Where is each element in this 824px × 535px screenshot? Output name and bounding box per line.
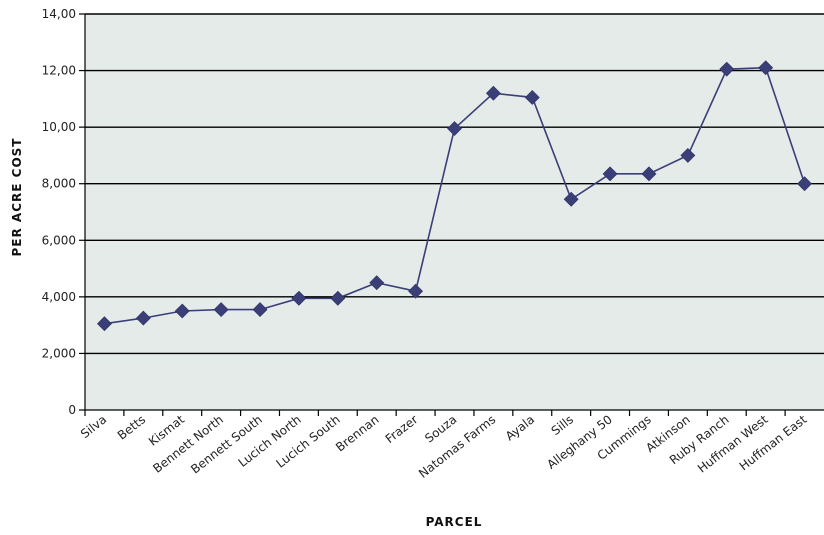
y-tick-label: 10,00: [42, 120, 76, 134]
x-tick-label: Silva: [78, 412, 109, 441]
y-tick-label: 6,000: [42, 233, 76, 247]
y-tick-label: 0: [68, 403, 76, 417]
x-tick-label: Frazer: [383, 412, 421, 446]
data-point: [524, 90, 540, 105]
data-point: [330, 290, 346, 306]
x-tick-label: Ayala: [503, 412, 537, 443]
y-tick-labels: 0 2,000 4,000 6,000 8,000 10,00 12,00 14,00: [42, 7, 76, 417]
data-point: [369, 275, 385, 291]
data-point: [563, 191, 579, 207]
x-tick-label: Betts: [115, 412, 148, 442]
series-layer: [97, 60, 812, 332]
data-point: [602, 166, 618, 182]
data-point: [797, 176, 812, 192]
data-point: [758, 60, 774, 76]
data-point: [135, 310, 151, 326]
data-point: [680, 148, 696, 163]
data-point: [291, 290, 307, 306]
x-tick-label: Sills: [549, 412, 576, 438]
x-tick-label: Brennan: [333, 412, 381, 454]
data-point: [447, 121, 462, 136]
data-point: [97, 316, 112, 332]
data-point: [408, 283, 424, 299]
data-point: [641, 166, 657, 182]
y-tick-label: 12,00: [42, 64, 76, 78]
axes: [79, 13, 824, 416]
x-tick-label: Huffman East: [737, 412, 810, 473]
data-point: [213, 302, 229, 318]
data-point: [252, 302, 268, 318]
data-point: [174, 303, 190, 319]
y-axis-title: PER ACRE COST: [10, 138, 24, 257]
y-tick-label: 2,000: [42, 346, 76, 360]
plot-area: [85, 14, 824, 410]
x-axis-title: PARCEL: [426, 515, 483, 529]
data-point: [719, 61, 735, 77]
y-tick-label: 14,00: [42, 7, 76, 21]
y-tick-label: 8,000: [42, 177, 76, 191]
y-tick-label: 4,000: [42, 290, 76, 304]
data-point: [485, 85, 501, 101]
